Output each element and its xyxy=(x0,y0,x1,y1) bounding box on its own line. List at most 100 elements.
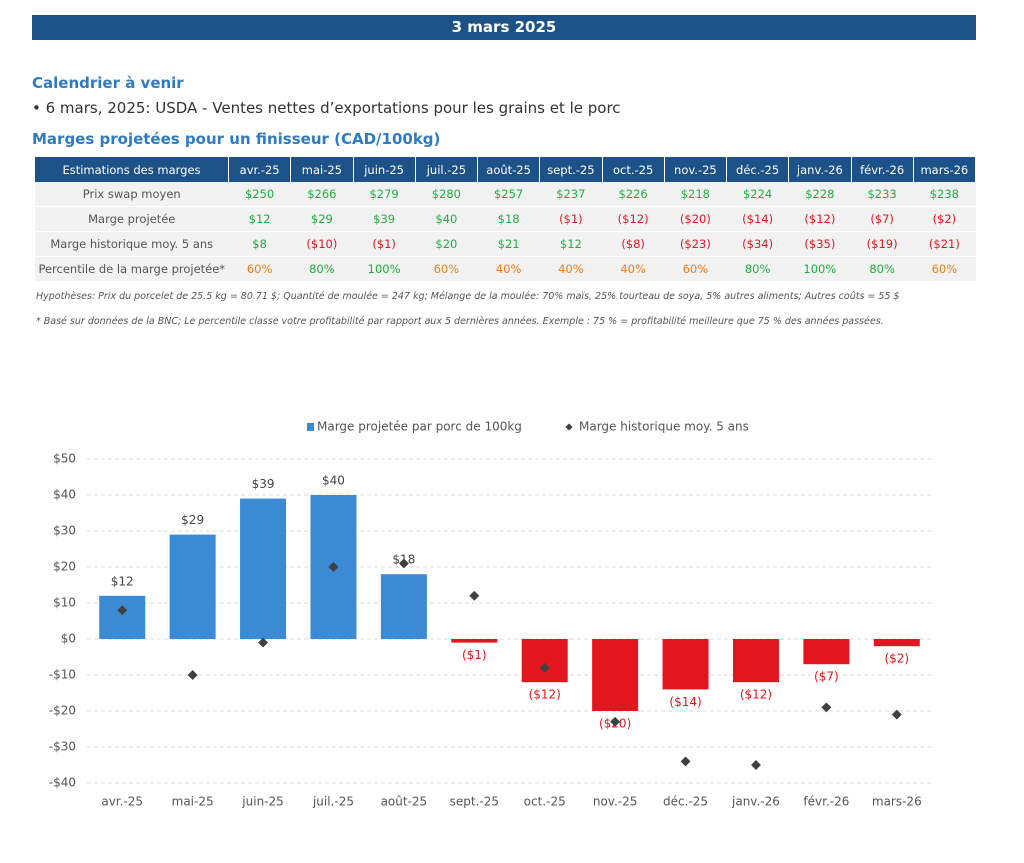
data-label: $40 xyxy=(322,474,345,488)
date-banner: 3 mars 2025 xyxy=(32,15,976,40)
header-cell: sept.-25 xyxy=(539,157,603,182)
bar xyxy=(240,498,287,639)
marker xyxy=(680,756,691,767)
marker xyxy=(469,590,480,601)
value-cell: $280 xyxy=(415,182,478,207)
value-cell: ($1) xyxy=(353,231,416,257)
data-label: ($1) xyxy=(462,648,487,662)
value-cell: 60% xyxy=(415,256,478,282)
x-tick-label: févr.-26 xyxy=(803,795,849,809)
data-label: ($2) xyxy=(884,652,909,666)
bar xyxy=(99,595,146,639)
x-tick-label: avr.-25 xyxy=(101,795,143,809)
header-cell: juin-25 xyxy=(353,157,416,182)
note: * Basé sur données de la BNC; Le percent… xyxy=(36,316,884,327)
x-tick-label: juil.-25 xyxy=(312,795,354,809)
data-label: ($7) xyxy=(814,670,839,684)
value-cell: $8 xyxy=(228,231,291,257)
bar xyxy=(873,639,920,647)
y-tick-label: -$20 xyxy=(49,704,76,718)
marker xyxy=(187,670,198,680)
data-label: ($14) xyxy=(669,695,701,709)
header-cell: juil.-25 xyxy=(415,157,479,182)
value-cell: $20 xyxy=(415,231,478,257)
data-label: ($12) xyxy=(740,688,772,702)
value-cell: $266 xyxy=(290,182,353,207)
x-tick-label: juin-25 xyxy=(241,795,283,809)
value-cell: ($19) xyxy=(851,231,914,257)
value-cell: ($12) xyxy=(602,206,665,232)
header-cell: août-25 xyxy=(477,157,541,182)
value-cell: $257 xyxy=(477,182,540,207)
value-cell: $228 xyxy=(788,182,851,207)
table-row: Percentile de la marge projetée* 60% 80% 10… xyxy=(35,256,976,282)
y-tick-label: -$30 xyxy=(49,740,76,754)
header-row: Estimations des marges avr.-25 mai-25 juin-… xyxy=(35,157,977,182)
bar xyxy=(451,639,498,643)
header-cell: oct.-25 xyxy=(602,157,665,182)
value-cell: $250 xyxy=(228,182,291,207)
marker xyxy=(328,562,339,572)
legend-swatch xyxy=(307,423,314,431)
value-cell: ($14) xyxy=(726,206,789,232)
y-tick-label: $50 xyxy=(53,452,76,466)
marker xyxy=(821,702,832,713)
value-cell: ($1) xyxy=(539,206,602,232)
y-tick-label: $20 xyxy=(53,560,76,574)
value-cell: $29 xyxy=(290,206,353,232)
row-label: Marge projetée xyxy=(35,206,229,232)
value-cell: ($20) xyxy=(664,206,727,232)
calendar-item: • 6 mars, 2025: USDA - Ventes nettes d’e… xyxy=(32,99,621,117)
value-cell: 80% xyxy=(290,256,353,282)
y-tick-label: $0 xyxy=(61,632,76,646)
note: Hypothèses: Prix du porcelet de 25.5 kg … xyxy=(36,291,900,302)
value-cell: ($35) xyxy=(788,231,851,257)
data-label: $39 xyxy=(252,477,275,491)
value-cell: ($8) xyxy=(602,231,665,257)
value-cell: $226 xyxy=(602,182,665,207)
bar xyxy=(803,639,850,665)
data-label: ($12) xyxy=(529,688,561,702)
row-label: Prix swap moyen xyxy=(35,182,229,207)
data-label: $12 xyxy=(111,574,134,588)
value-cell: $40 xyxy=(415,206,478,232)
bar xyxy=(592,639,639,711)
legend-swatch xyxy=(565,423,573,431)
header-cell: nov.-25 xyxy=(664,157,728,182)
bar xyxy=(521,639,568,683)
header-cell: avr.-25 xyxy=(228,157,292,182)
table-row: Prix swap moyen $250 $266 $279 $280 $257 $237 $… xyxy=(35,182,976,207)
marker xyxy=(610,716,621,727)
x-tick-label: août-25 xyxy=(381,795,428,809)
value-cell: 60% xyxy=(913,256,976,282)
value-cell: 40% xyxy=(602,256,665,282)
value-cell: 80% xyxy=(851,256,914,282)
header-cell: mai-25 xyxy=(290,157,354,182)
value-cell: $218 xyxy=(664,182,727,207)
value-cell: 60% xyxy=(664,256,727,282)
x-tick-label: oct.-25 xyxy=(524,795,566,809)
header-cell: févr.-26 xyxy=(851,157,914,182)
x-tick-label: mai-25 xyxy=(172,795,214,809)
marker xyxy=(539,662,550,673)
row-label: Percentile de la marge projetée* xyxy=(35,256,229,282)
bar xyxy=(169,534,216,639)
value-cell: ($23) xyxy=(664,231,727,257)
header-cell: Estimations des marges xyxy=(35,157,229,182)
table-row: Marge projetée $12 $29 $39 $40 $18 ($1) ($12) ($… xyxy=(35,206,976,232)
value-cell: $238 xyxy=(913,182,976,207)
value-cell: $279 xyxy=(353,182,416,207)
marker xyxy=(751,760,761,770)
value-cell: $233 xyxy=(851,182,914,207)
bar xyxy=(380,574,427,639)
value-cell: 40% xyxy=(539,256,602,282)
value-cell: ($12) xyxy=(788,206,851,232)
y-tick-label: -$10 xyxy=(49,668,76,682)
x-tick-label: mars-26 xyxy=(872,795,922,809)
value-cell: ($7) xyxy=(851,206,914,232)
value-cell: 40% xyxy=(477,256,540,282)
x-tick-label: nov.-25 xyxy=(593,795,638,809)
calendar-title: Calendrier à venir xyxy=(32,74,184,92)
value-cell: 60% xyxy=(228,256,291,282)
